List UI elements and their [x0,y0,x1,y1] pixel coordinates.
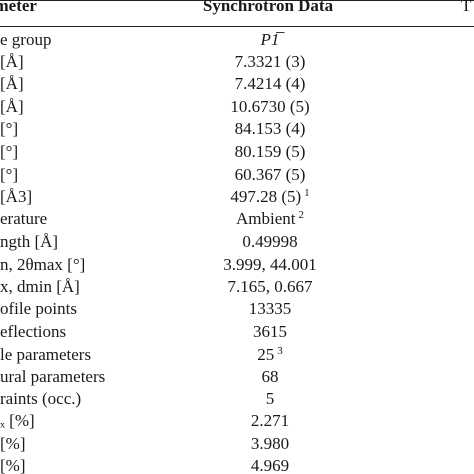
synchrotron-value-cell: 4.969 [160,456,380,474]
parameter-cell: ₓ [%] [0,411,35,430]
synchrotron-value-cell: 84.153 (4) [160,119,380,139]
parameter-cell: [Å3] [0,187,33,206]
synchrotron-value-cell: 68 [160,367,380,387]
value-text: 7.3321 (3) [234,52,306,71]
value-text: 25 [257,345,275,364]
synchrotron-value-cell: 13335 [160,299,380,319]
header-synchrotron: Synchrotron Data [202,0,334,15]
parameter-cell: ofile points [0,299,77,318]
parameter-cell: le parameters [0,345,92,364]
value-text: 3615 [253,322,287,341]
value-text: 497.28 (5) [230,187,302,206]
value-text: 13335 [248,299,292,318]
synchrotron-value-cell: 497.28 (5) 1 [160,187,380,207]
footnote-marker: 1 [304,187,310,199]
synchrotron-value-cell: 3.999, 44.001 [160,255,380,275]
synchrotron-value-cell: 80.159 (5) [160,142,380,162]
value-text: 3.980 [250,434,290,453]
header-third-column: T [461,0,472,15]
parameter-cell: [%] [0,434,26,453]
table-row: [Å3] 497.28 (5) 1 [0,187,474,209]
table-row: [°] 84.153 (4) [0,119,474,141]
table-row: ofile points 13335 [0,299,474,321]
value-text: 7.165, 0.667 [227,277,313,296]
table-header: ameter Synchrotron Data T [0,0,474,26]
parameter-cell: [Å] [0,52,24,71]
header-parameter: ameter [0,0,37,15]
table-row: erature Ambient 2 [0,209,474,231]
parameter-cell: erature [0,209,48,228]
value-text: 80.159 (5) [234,142,306,161]
header-rule [0,26,474,27]
value-text: 10.6730 (5) [230,97,310,116]
synchrotron-value-cell: 25 3 [160,345,380,365]
value-text: 3.999, 44.001 [223,255,317,274]
table-row: raints (occ.) 5 [0,389,474,411]
synchrotron-value-cell: 7.165, 0.667 [160,277,380,297]
table-row: [°] 80.159 (5) [0,142,474,164]
value-text: 5 [265,389,275,408]
synchrotron-value-cell: 7.3321 (3) [160,52,380,72]
parameter-cell: ngth [Å] [0,232,59,251]
top-rule [0,0,474,1]
parameter-cell: [Å] [0,97,24,116]
value-text: 4.969 [250,456,290,474]
value-text: 2.271 [250,411,290,430]
table-row: [°] 60.367 (5) [0,165,474,187]
value-text: 68 [261,367,279,386]
table-row: le parameters 25 3 [0,345,474,367]
synchrotron-value-cell: 10.6730 (5) [160,97,380,117]
parameter-cell: [°] [0,165,19,184]
table-row: [Å] 7.4214 (4) [0,74,474,96]
value-text: 7.4214 (4) [234,74,306,93]
parameter-cell: n, 2θmax [°] [0,255,86,274]
synchrotron-value-cell: 3.980 [160,434,380,454]
parameter-cell: x, dmin [Å] [0,277,80,296]
table-row: x, dmin [Å] 7.165, 0.667 [0,277,474,299]
synchrotron-value-cell: Ambient 2 [160,209,380,229]
value-text: Ambient [236,209,296,228]
parameter-cell: [°] [0,119,19,138]
table-row: n, 2θmax [°] 3.999, 44.001 [0,255,474,277]
value-text: 84.153 (4) [234,119,306,138]
table-row: [Å] 10.6730 (5) [0,97,474,119]
synchrotron-value-cell: 3615 [160,322,380,342]
table-row: e group P1̅ [0,30,474,52]
table-row: ₓ [%] 2.271 [0,411,474,433]
footnote-marker: 2 [298,209,305,221]
parameter-cell: [Å] [0,74,24,93]
parameter-cell: ural parameters [0,367,106,386]
value-text: 60.367 (5) [234,165,306,184]
parameter-cell: eflections [0,322,67,341]
table-row: eflections 3615 [0,322,474,344]
parameter-cell: [%] [0,456,26,474]
table-row: ural parameters 68 [0,367,474,389]
synchrotron-value-cell: 5 [160,389,380,409]
value-text: P1̅ [260,30,280,49]
synchrotron-value-cell: 7.4214 (4) [160,74,380,94]
synchrotron-value-cell: 2.271 [160,411,380,431]
table-row: [Å] 7.3321 (3) [0,52,474,74]
synchrotron-value-cell: 0.49998 [160,232,380,252]
synchrotron-value-cell: 60.367 (5) [160,165,380,185]
table-row: [%] 4.969 [0,456,474,474]
parameter-cell: [°] [0,142,19,161]
synchrotron-value-cell: P1̅ [160,30,380,50]
footnote-marker: 3 [277,345,283,357]
parameter-cell: e group [0,30,52,49]
table-row: [%] 3.980 [0,434,474,456]
value-text: 0.49998 [242,232,298,251]
parameter-cell: raints (occ.) [0,389,82,408]
table-row: ngth [Å] 0.49998 [0,232,474,254]
